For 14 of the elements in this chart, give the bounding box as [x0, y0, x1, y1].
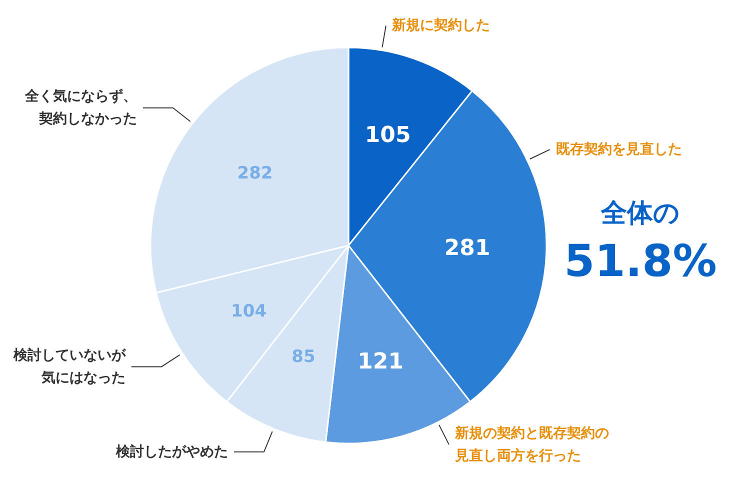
- slice-label: 新規に契約した: [390, 16, 490, 34]
- data-label: 281: [444, 236, 490, 261]
- text: 全体の: [600, 198, 680, 228]
- data-label: 85: [292, 346, 316, 367]
- slice-label: 全く気にならず、契約しなかった: [24, 88, 138, 128]
- data-label: 282: [237, 164, 273, 184]
- slice-label: 新規の契約と既存契約の見直し両方を行った: [454, 424, 609, 464]
- slice-label: 検討していないが気にはなった: [12, 348, 126, 386]
- text: 51.8%: [564, 236, 717, 287]
- data-label: 121: [358, 349, 404, 374]
- data-label: 105: [364, 122, 411, 148]
- data-label: 104: [231, 302, 267, 322]
- slice-label: 検討したがやめた: [114, 444, 228, 460]
- slice-label: 既存契約を見直した: [556, 142, 682, 158]
